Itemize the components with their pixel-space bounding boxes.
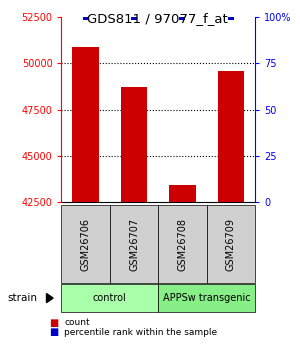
- Text: ■: ■: [50, 318, 59, 327]
- Text: count: count: [64, 318, 90, 327]
- Text: GSM26707: GSM26707: [129, 218, 139, 270]
- Bar: [218, 71, 244, 202]
- Text: GSM26708: GSM26708: [177, 218, 188, 270]
- Text: control: control: [93, 293, 127, 303]
- Text: GSM26706: GSM26706: [81, 218, 91, 270]
- Text: strain: strain: [8, 293, 38, 303]
- Text: percentile rank within the sample: percentile rank within the sample: [64, 328, 218, 337]
- Text: APPSw transgenic: APPSw transgenic: [163, 293, 250, 303]
- Text: GDS811 / 97077_f_at: GDS811 / 97077_f_at: [87, 12, 228, 25]
- Bar: [72, 47, 99, 202]
- Text: ■: ■: [50, 327, 59, 337]
- Bar: [121, 87, 147, 202]
- Text: GSM26709: GSM26709: [226, 218, 236, 270]
- Bar: [169, 185, 196, 202]
